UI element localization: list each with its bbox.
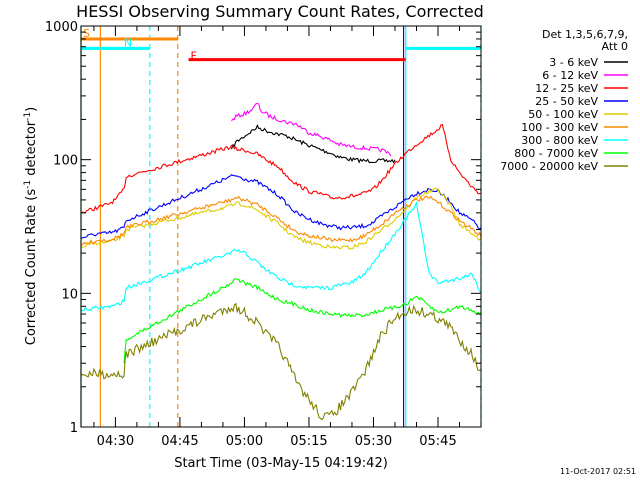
y-axis-label-mid: detector bbox=[24, 120, 39, 180]
timestamp-footer: 11-Oct-2017 02:51 bbox=[560, 467, 636, 476]
series-line bbox=[123, 278, 481, 364]
legend-entry-label: 6 - 12 keV bbox=[542, 69, 598, 82]
x-tick-label: 05:00 bbox=[226, 434, 263, 449]
y-axis-label: Corrected Count Rate (s-1 detector-1) bbox=[23, 107, 39, 345]
observing-flags: S N F bbox=[81, 27, 481, 63]
series-line bbox=[81, 195, 481, 246]
legend-entry-label: 3 - 6 keV bbox=[549, 56, 598, 69]
y-axis-label-main: Corrected Count Rate (s bbox=[24, 189, 39, 346]
series-line bbox=[81, 201, 481, 312]
y-axis-label-end: ) bbox=[24, 107, 39, 112]
series-line bbox=[81, 174, 481, 239]
legend-entry-label: 800 - 7000 keV bbox=[514, 147, 598, 160]
x-tick-label: 05:45 bbox=[419, 434, 456, 449]
y-axis-label-sup2: -1 bbox=[23, 112, 33, 121]
flag-label: N bbox=[124, 36, 132, 49]
series-line bbox=[81, 302, 481, 421]
y-tick-label: 1 bbox=[70, 421, 78, 436]
y-axis-ticks: 1 10 100 1000 bbox=[45, 20, 481, 436]
legend-header-line-1: Det 1,3,5,6,7,9, bbox=[542, 28, 628, 41]
y-tick-label: 100 bbox=[53, 154, 78, 169]
y-tick-label: 10 bbox=[61, 287, 78, 302]
legend-entry-label: 300 - 800 keV bbox=[521, 134, 598, 147]
plot-frame bbox=[80, 25, 482, 428]
chart-title: HESSI Observing Summary Count Rates, Cor… bbox=[76, 2, 484, 21]
x-axis-label: Start Time (03-May-15 04:19:42) bbox=[174, 456, 388, 471]
x-tick-label: 05:30 bbox=[355, 434, 392, 449]
series-line bbox=[231, 102, 392, 157]
legend-header-line-2: Att 0 bbox=[602, 40, 628, 53]
legend-entry-label: 7000 - 20000 keV bbox=[500, 160, 598, 173]
y-axis-label-sup1: -1 bbox=[23, 180, 33, 189]
x-tick-label: 04:45 bbox=[161, 434, 198, 449]
x-tick-label: 05:15 bbox=[290, 434, 327, 449]
flag-label: S bbox=[83, 27, 90, 40]
series-line bbox=[81, 187, 481, 250]
x-axis-ticks: 04:30 04:45 05:00 05:15 05:30 05:45 bbox=[93, 26, 482, 449]
legend-entry-label: 50 - 100 keV bbox=[528, 108, 598, 121]
y-tick-label: 1000 bbox=[45, 20, 78, 35]
legend-entry-label: 25 - 50 keV bbox=[535, 95, 598, 108]
legend-entry-label: 12 - 25 keV bbox=[535, 82, 598, 95]
legend-entry-label: 100 - 300 keV bbox=[521, 121, 598, 134]
x-tick-label: 04:30 bbox=[97, 434, 134, 449]
series-line bbox=[230, 124, 396, 164]
series-lines bbox=[81, 102, 481, 421]
flag-label: F bbox=[191, 50, 197, 63]
series-line bbox=[81, 123, 481, 214]
